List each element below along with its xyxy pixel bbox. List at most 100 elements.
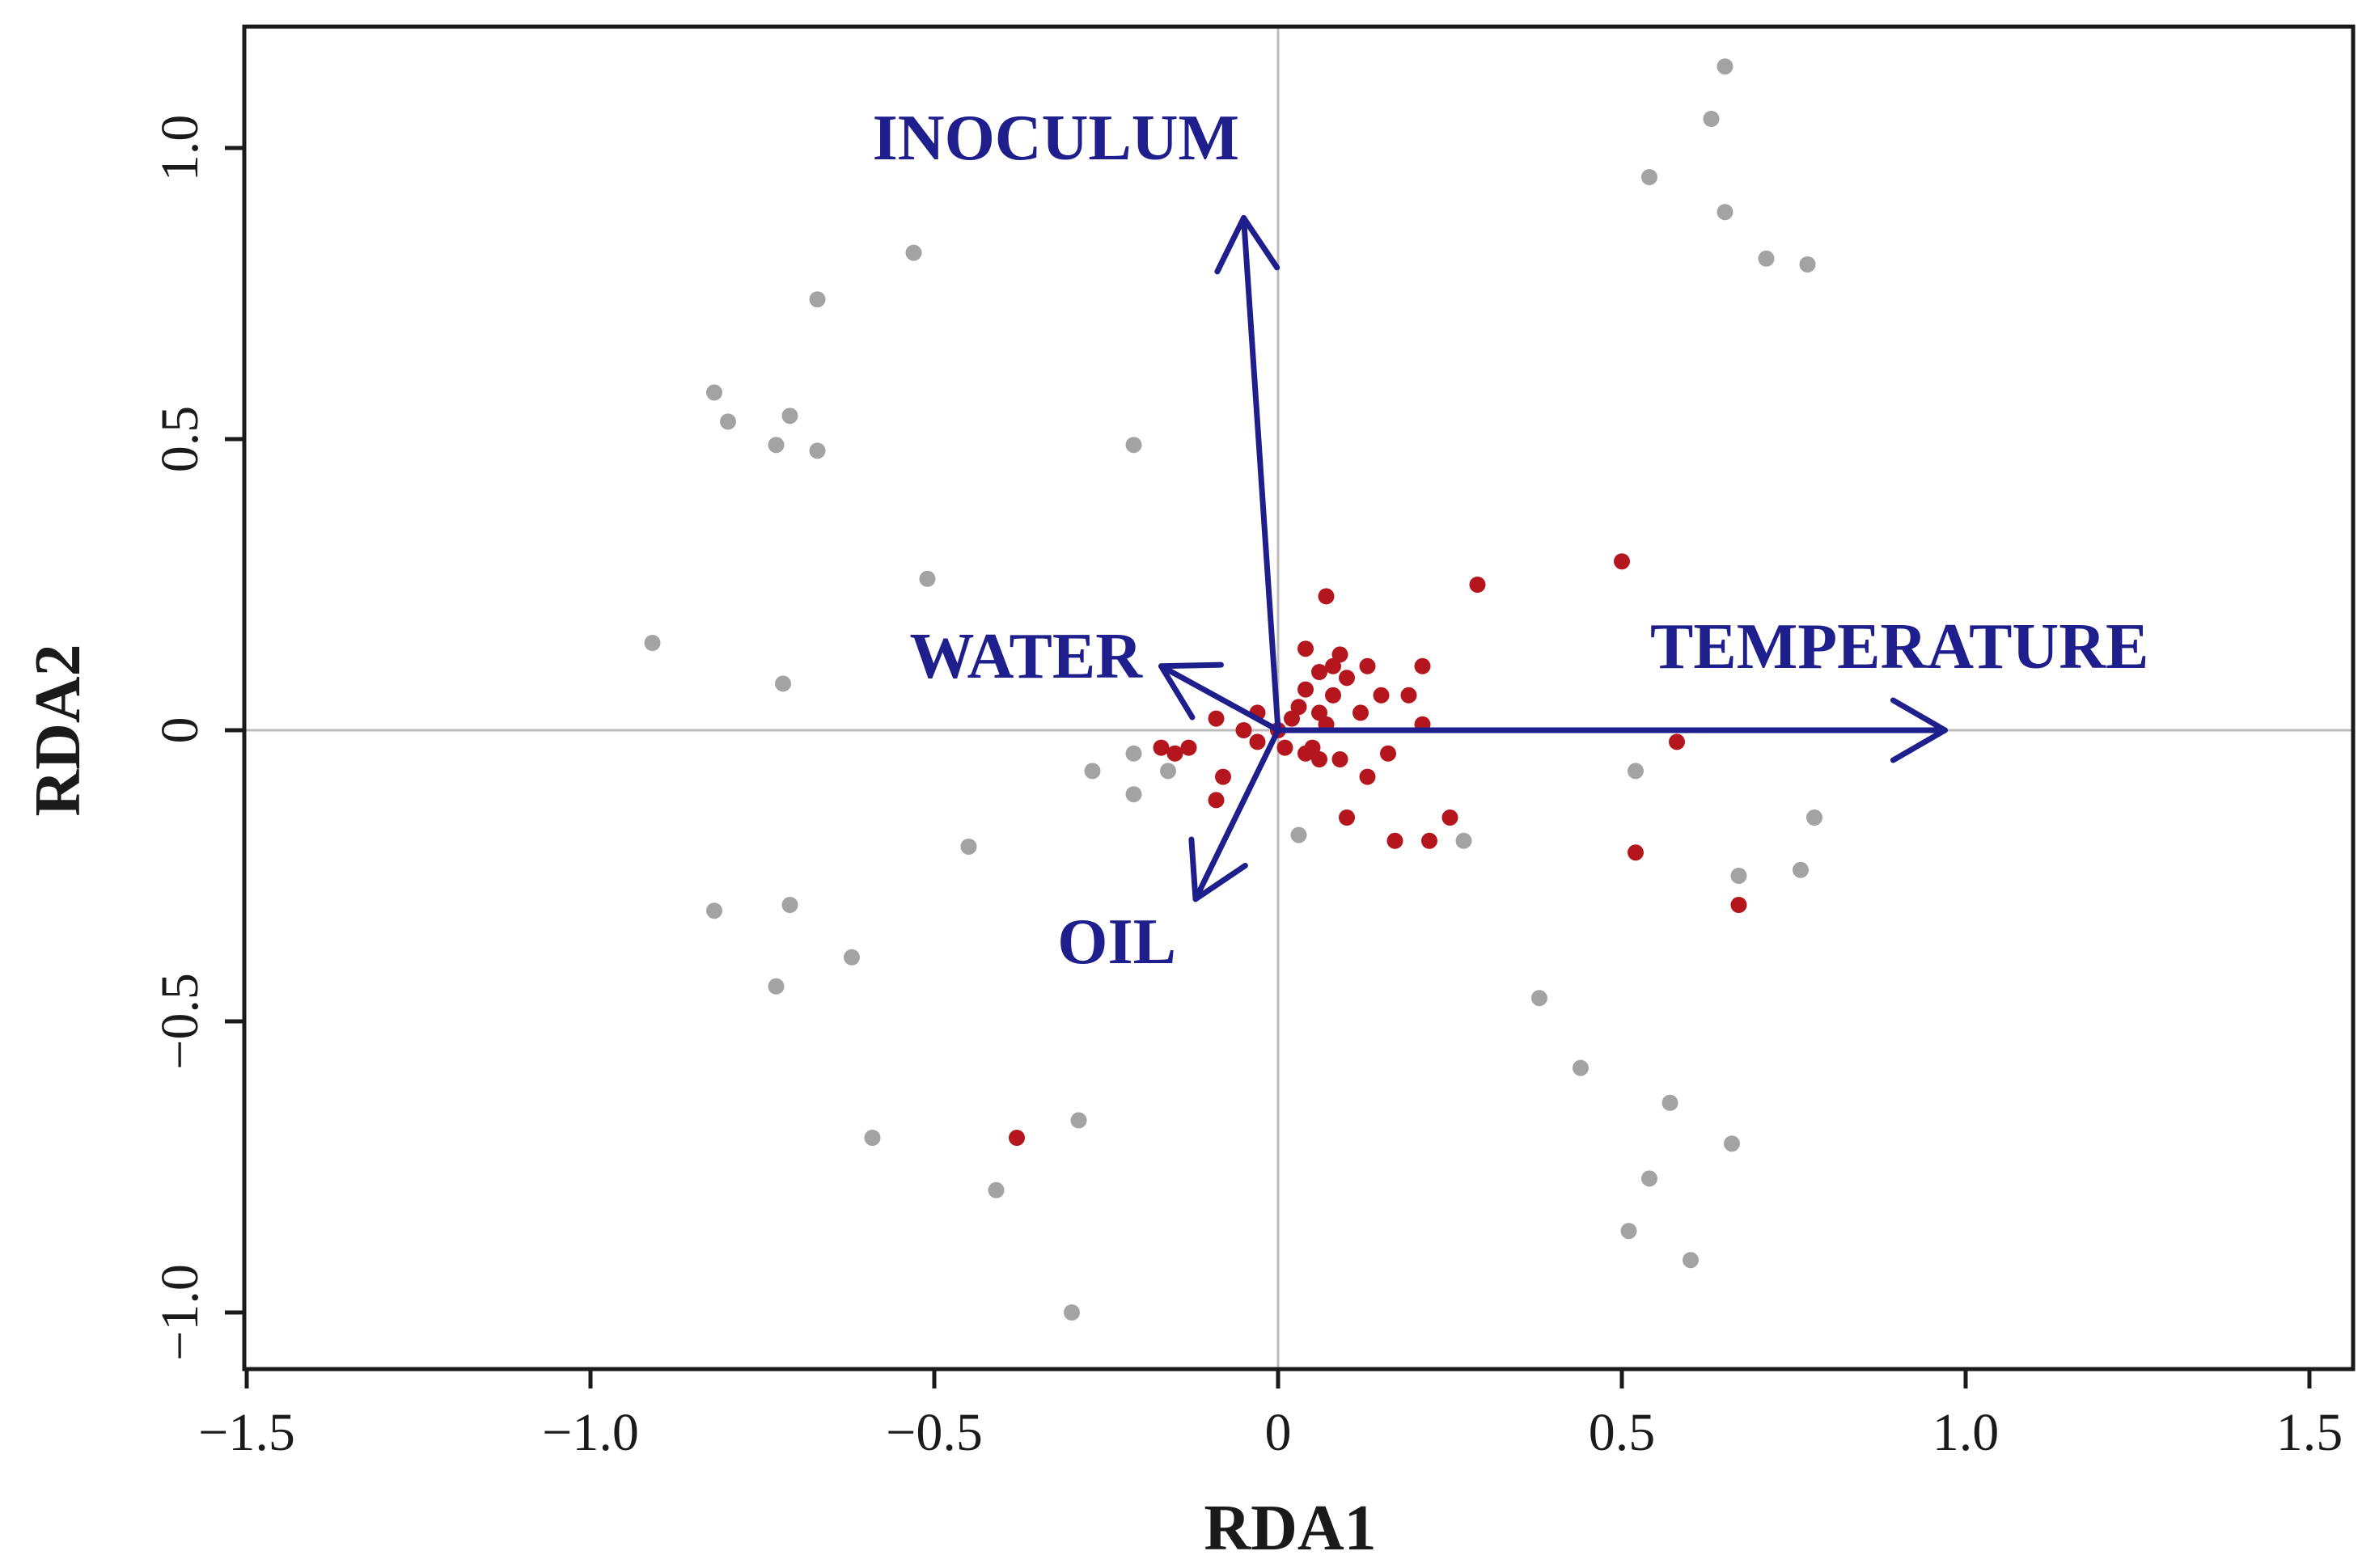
red-point [1386, 832, 1403, 849]
y-tick-label: 1.0 [150, 115, 210, 182]
y-tick-label: −0.5 [150, 973, 210, 1070]
red-point [1009, 1130, 1025, 1146]
red-point [1400, 687, 1417, 704]
grey-point [1125, 745, 1142, 762]
red-point [1331, 646, 1348, 663]
grey-point [1717, 204, 1733, 221]
grey-point [1758, 250, 1775, 267]
red-point [1669, 733, 1685, 750]
red-point [1284, 710, 1300, 727]
grey-point [775, 675, 791, 692]
grey-point [1084, 763, 1101, 780]
x-tick-label: −1.5 [198, 1403, 295, 1462]
y-tick-label: 0 [150, 717, 210, 744]
vector-shaft [1241, 214, 1281, 733]
red-point [1215, 768, 1231, 785]
vector-label-temperature: TEMPERATURE [1650, 611, 2148, 683]
red-point [1297, 681, 1314, 698]
x-tick-label: 1.0 [1932, 1403, 2000, 1462]
grey-point [1641, 169, 1657, 185]
grey-point [644, 635, 661, 651]
grey-point [1628, 763, 1644, 780]
red-point [1380, 745, 1396, 762]
red-point [1614, 553, 1630, 570]
red-point [1331, 751, 1348, 767]
grey-point [988, 1181, 1005, 1198]
red-point [1180, 739, 1197, 756]
red-point [1208, 792, 1225, 809]
red-point [1311, 704, 1327, 721]
grey-point [1125, 437, 1142, 454]
vector-label-water: WATER [910, 621, 1144, 692]
grey-point [1620, 1223, 1637, 1240]
red-point [1339, 809, 1355, 826]
red-point [1249, 733, 1266, 750]
red-point [1290, 699, 1307, 716]
red-point [1297, 745, 1314, 762]
x-tick-label: 1.5 [2276, 1403, 2343, 1462]
grey-point [706, 902, 722, 919]
red-point [1235, 722, 1252, 738]
red-point [1311, 664, 1327, 680]
grey-point [1290, 826, 1307, 843]
red-point [1414, 657, 1431, 674]
vector-arrowhead [1214, 214, 1281, 275]
red-point [1441, 809, 1458, 826]
red-point [1311, 751, 1327, 767]
x-tick-label: −1.0 [542, 1403, 639, 1462]
x-tick-label: 0 [1265, 1403, 1292, 1462]
grey-point [1717, 58, 1733, 75]
red-point [1325, 657, 1341, 674]
grey-point [960, 839, 977, 855]
grey-point [844, 949, 860, 966]
y-tick-label: 0.5 [150, 406, 210, 473]
vector-arrowhead [1188, 836, 1248, 902]
grey-point [720, 413, 736, 430]
vector-arrowhead [1158, 661, 1224, 721]
plot-frame [242, 24, 2356, 1371]
plot-background [244, 27, 2353, 1369]
x-tick-label: −0.5 [886, 1403, 983, 1462]
grey-point-series [644, 58, 1822, 1321]
y-axis-title: RDA2 [23, 644, 94, 816]
grey-point [1793, 861, 1809, 878]
grey-point [864, 1130, 881, 1146]
grey-point [1703, 111, 1720, 127]
grey-point [768, 437, 785, 454]
grey-point [768, 978, 785, 995]
grey-point [1683, 1252, 1699, 1269]
red-point [1297, 640, 1314, 657]
grey-point [1724, 1135, 1740, 1152]
grey-point [919, 570, 936, 587]
grey-point [1160, 763, 1176, 780]
vector-shaft [1192, 727, 1281, 902]
grey-point [1806, 809, 1822, 826]
grey-point [905, 244, 922, 261]
red-point [1153, 739, 1170, 756]
red-point [1352, 704, 1369, 721]
red-point [1469, 577, 1486, 593]
grey-point [809, 291, 826, 308]
y-axis: −1.0 −0.5 0 0.5 1.0 [150, 115, 244, 1361]
vector-oil [1188, 727, 1281, 902]
vector-inoculum [1214, 214, 1281, 733]
grey-point [809, 442, 826, 459]
vector-labels: INOCULUM WATER OIL TEMPERATURE [873, 103, 2149, 978]
red-point [1318, 588, 1335, 605]
grey-point [1799, 256, 1816, 273]
x-tick-label: 0.5 [1589, 1403, 1656, 1462]
red-point [1166, 745, 1183, 762]
grey-point [706, 384, 722, 401]
biplot-vectors [1158, 214, 1948, 902]
grey-point [1531, 990, 1547, 1007]
grey-point [781, 897, 798, 913]
red-point-series [1009, 553, 1747, 1146]
grey-point [1125, 786, 1142, 803]
red-point [1359, 768, 1376, 785]
vector-arrowhead [1890, 697, 1948, 763]
grey-point [1064, 1304, 1080, 1321]
grey-point [1455, 832, 1472, 849]
grey-point [1661, 1094, 1678, 1111]
red-point [1276, 739, 1293, 756]
